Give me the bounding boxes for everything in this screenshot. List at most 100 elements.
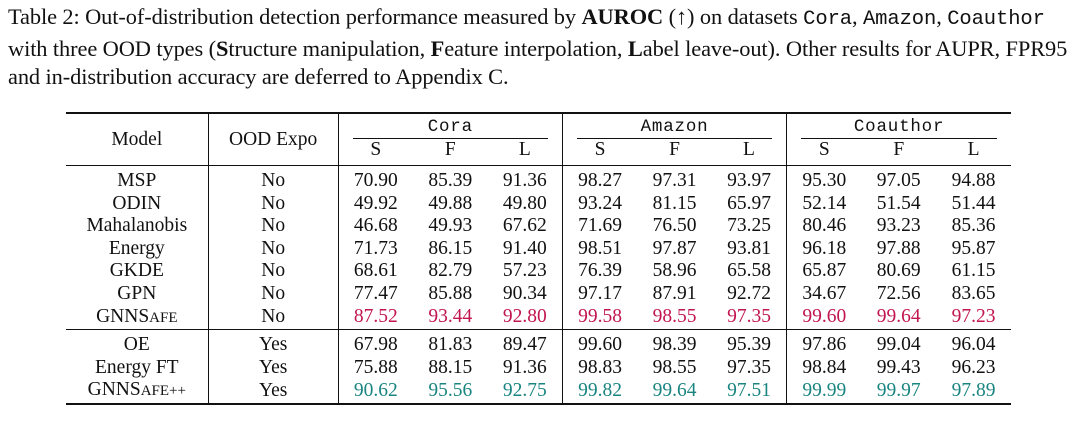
table-row: GNNSAFE++ Yes 90.62 95.56 92.75 99.82 99.64 97.… xyxy=(66,379,1011,404)
table-caption: Table 2: Out-of-distribution detection p… xyxy=(8,3,1076,92)
ood-expo-value: No xyxy=(208,165,339,193)
metric-cell: 99.58 xyxy=(578,306,622,328)
metric-cell: 93.24 xyxy=(578,192,622,214)
metric-cell: 94.88 xyxy=(951,170,996,191)
metric-cell: 99.04 xyxy=(876,334,921,356)
metric-cell: 51.44 xyxy=(951,192,996,214)
metric-cell: 95.30 xyxy=(802,170,847,191)
table-row: GNNSAFE No 87.52 93.44 92.80 99.58 98.55 97.35 9… xyxy=(66,305,1011,330)
metric-cell: 49.93 xyxy=(428,215,473,237)
metric-cell: 88.15 xyxy=(428,356,473,378)
model-name: Mahalanobis xyxy=(66,215,209,238)
metric-cell: 51.54 xyxy=(876,192,921,214)
metric-cell: 34.67 xyxy=(802,282,847,304)
metric-cell: 99.64 xyxy=(652,379,697,401)
metric-cell: 77.47 xyxy=(353,282,398,304)
metric-cell: 97.88 xyxy=(876,237,921,259)
metric-cell: 67.62 xyxy=(487,215,563,238)
caption-part: eature interpolation, xyxy=(444,35,628,61)
metric-cell: 95.87 xyxy=(951,237,996,259)
metric-cell: 81.83 xyxy=(428,334,473,356)
model-name: GPN xyxy=(66,282,209,306)
metric-cell: 75.88 xyxy=(353,356,398,378)
header-dataset-cora: Cora xyxy=(338,113,563,139)
metric-cell: 98.84 xyxy=(802,356,847,378)
metric-cell: 98.39 xyxy=(652,334,697,356)
metric-cell: 85.36 xyxy=(951,215,996,237)
metric-cell: 97.05 xyxy=(876,170,921,191)
header-model: Model xyxy=(66,113,209,166)
metric-cell: 87.52 xyxy=(353,306,398,328)
subheader-l: L xyxy=(487,139,563,166)
caption-part: tructure manipulation, xyxy=(228,35,431,61)
metric-cell: 80.69 xyxy=(876,260,921,282)
caption-part: Cora xyxy=(803,8,852,31)
metric-cell: 92.80 xyxy=(487,305,563,330)
metric-cell: 95.56 xyxy=(428,379,473,401)
model-name: OE xyxy=(66,329,209,357)
caption-part: Table 2: Out-of-distribution detection p… xyxy=(8,4,582,29)
metric-cell: 97.89 xyxy=(951,379,996,401)
model-name: MSP xyxy=(66,165,209,193)
metric-cell: 98.83 xyxy=(578,356,622,378)
header-dataset-coauthor: Coauthor xyxy=(787,113,1011,139)
subheader-f: F xyxy=(893,139,905,160)
metric-cell: 90.34 xyxy=(487,282,563,306)
metric-cell: 46.68 xyxy=(353,215,398,237)
table-row: Energy No 71.73 86.15 91.40 98.51 97.87 93.81 96… xyxy=(66,237,1011,261)
caption-part: AUROC xyxy=(581,4,664,29)
metric-cell: 76.50 xyxy=(652,215,697,237)
model-name: Energy xyxy=(66,237,209,261)
metric-cell: 97.31 xyxy=(652,170,697,191)
metric-cell: 96.18 xyxy=(802,237,847,259)
metric-cell: 61.15 xyxy=(951,260,996,282)
metric-cell: 89.47 xyxy=(487,329,563,357)
metric-cell: 49.80 xyxy=(487,192,563,216)
table-row: Energy FT Yes 75.88 88.15 91.36 98.83 98.55 97.… xyxy=(66,356,1011,380)
metric-cell: 72.56 xyxy=(876,282,921,304)
table-row: MSP No 70.90 85.39 91.36 98.27 97.31 93.97 95.30… xyxy=(66,165,1011,193)
table-row: OE Yes 67.98 81.83 89.47 99.60 98.39 95.39 97.86… xyxy=(66,329,1011,357)
model-name: ODIN xyxy=(66,192,209,216)
metric-cell: 65.97 xyxy=(711,192,788,216)
metric-cell: 85.88 xyxy=(428,282,473,304)
metric-cell: 91.36 xyxy=(487,356,563,380)
metric-cell: 93.97 xyxy=(711,165,788,193)
metric-cell: 65.87 xyxy=(802,260,847,282)
metric-cell: 97.17 xyxy=(578,282,622,304)
metric-cell: 87.91 xyxy=(652,282,697,304)
metric-cell: 98.55 xyxy=(652,356,697,378)
subheader-l: L xyxy=(967,139,980,160)
model-name: GKDE xyxy=(66,260,209,283)
metric-cell: 71.73 xyxy=(353,237,398,259)
metric-cell: 93.44 xyxy=(428,306,473,328)
subheader-s: S xyxy=(818,139,830,160)
caption-part: abel leave-out). Other results for AUPR,… xyxy=(8,35,1068,90)
metric-cell: 85.39 xyxy=(428,170,473,191)
subheader-l: L xyxy=(711,139,788,166)
ood-expo-value: No xyxy=(208,192,339,216)
metric-cell: 76.39 xyxy=(578,260,622,282)
model-name: GNNSAFE xyxy=(66,305,209,330)
metric-cell: 93.23 xyxy=(876,215,921,237)
metric-cell: 58.96 xyxy=(652,260,697,282)
ood-expo-value: Yes xyxy=(208,329,339,357)
metric-cell: 91.36 xyxy=(487,165,563,193)
metric-cell: 99.97 xyxy=(876,379,921,401)
metric-cell: 93.81 xyxy=(711,237,788,261)
metric-cell: 96.23 xyxy=(951,356,996,378)
header-ood-expo: OOD Expo xyxy=(208,113,339,166)
subheader-s: S xyxy=(594,139,606,160)
metric-cell: 99.99 xyxy=(802,379,847,401)
table-row: GPN No 77.47 85.88 90.34 97.17 87.91 92.72 34.67… xyxy=(66,282,1011,306)
caption-part: S xyxy=(215,35,229,61)
header-dataset-amazon: Amazon xyxy=(562,113,788,139)
metric-cell: 80.46 xyxy=(802,215,847,237)
metric-cell: 97.23 xyxy=(951,306,996,328)
metric-cell: 97.87 xyxy=(652,237,697,259)
metric-cell: 73.25 xyxy=(711,215,788,238)
metric-cell: 67.98 xyxy=(353,334,398,356)
metric-cell: 71.69 xyxy=(578,215,622,237)
metric-cell: 57.23 xyxy=(487,260,563,283)
metric-cell: 92.72 xyxy=(711,282,788,306)
